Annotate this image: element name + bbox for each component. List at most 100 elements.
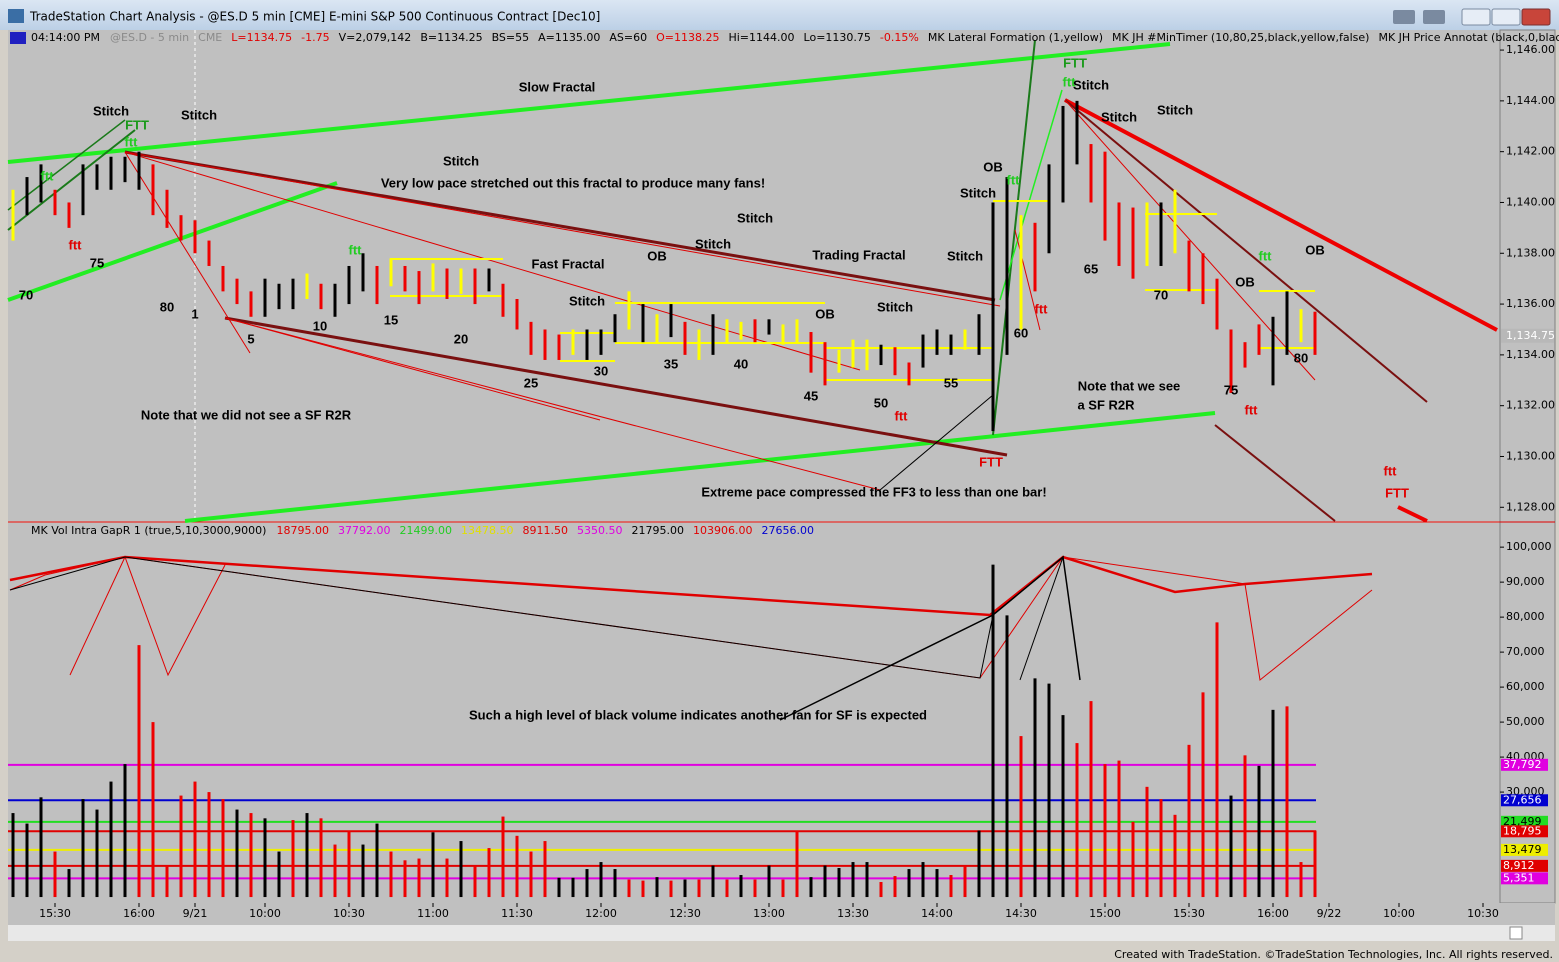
volume-bar	[1299, 862, 1303, 898]
price-bar	[291, 278, 295, 310]
menu-button[interactable]	[1393, 10, 1415, 24]
volume-bar	[277, 851, 281, 898]
price-bar	[837, 349, 841, 373]
volume-bar	[1145, 786, 1149, 898]
price-bar	[935, 329, 939, 355]
price-bar	[109, 156, 113, 190]
price-bar	[1089, 144, 1093, 203]
scroll-thumb[interactable]	[1509, 926, 1523, 940]
app-icon	[8, 9, 24, 23]
volume-bar	[151, 722, 155, 898]
indicator-header: -1.75	[301, 31, 329, 44]
x-tick-label: 12:30	[669, 907, 701, 920]
annotation: OB	[1235, 274, 1255, 289]
annotation: FTT	[125, 117, 149, 132]
annotation: Stitch	[877, 299, 913, 314]
annotation: ftt	[1259, 248, 1273, 263]
price-bar	[249, 291, 253, 317]
price-axis	[1499, 29, 1556, 904]
annotation: 80	[160, 299, 174, 314]
price-bar	[25, 177, 29, 216]
price-bar	[991, 202, 995, 432]
volume-bar	[501, 816, 505, 898]
price-bar	[375, 265, 379, 305]
annotation: Stitch	[569, 293, 605, 308]
volume-bar	[53, 851, 57, 898]
price-bar	[571, 329, 575, 355]
price-bar	[95, 164, 99, 190]
level-label-box	[1501, 872, 1548, 885]
volume-bar	[1061, 715, 1065, 898]
volume-bar	[893, 876, 897, 898]
volume-bar	[641, 880, 645, 898]
indicator-header: O=1138.25	[656, 31, 719, 44]
volume-bar	[193, 781, 197, 898]
annotation: ftt	[41, 168, 55, 183]
volume-bar	[11, 813, 15, 898]
y-tick-label: 1,132.00	[1506, 399, 1555, 412]
price-bar	[333, 283, 337, 317]
volume-bar	[1033, 678, 1037, 898]
annotation: Note that we see	[1078, 378, 1181, 393]
volume-bar	[1285, 706, 1289, 898]
x-tick-label: 15:30	[1173, 907, 1205, 920]
price-bar	[347, 265, 351, 305]
price-bar	[1187, 240, 1191, 292]
x-tick-label: 11:30	[501, 907, 533, 920]
volume-bar	[1257, 765, 1261, 898]
volume-bar	[1187, 744, 1191, 898]
indicator-header: V=2,079,142	[339, 31, 412, 44]
indicator-header: @ES.D - 5 min	[110, 31, 189, 44]
annotation: Stitch	[737, 210, 773, 225]
annotation: a SF R2R	[1077, 397, 1135, 412]
price-bar	[893, 347, 897, 376]
price-bar	[501, 283, 505, 317]
volume-bar	[375, 823, 379, 898]
price-bar	[641, 304, 645, 343]
price-bar	[739, 321, 743, 340]
menu-button[interactable]	[1423, 10, 1445, 24]
annotation: ftt	[1007, 172, 1021, 187]
annotation: Such a high level of black volume indica…	[469, 707, 927, 722]
volume-bar	[333, 844, 337, 898]
volume-bar	[1271, 709, 1275, 898]
minimize-button[interactable]	[1461, 8, 1491, 26]
indicator-header: 21499.00	[399, 524, 452, 537]
price-bar	[1019, 215, 1023, 330]
price-bar	[179, 215, 183, 241]
volume-bar	[613, 869, 617, 898]
price-bar	[277, 283, 281, 310]
volume-bar	[879, 882, 883, 898]
volume-bar	[137, 645, 141, 898]
indicator-header: B=1134.25	[420, 31, 482, 44]
annotation: ftt	[69, 237, 83, 252]
scrollbar[interactable]	[8, 925, 1555, 941]
volume-bar	[1173, 814, 1177, 898]
price-bar	[53, 189, 57, 216]
indicator-header: Hi=1144.00	[728, 31, 794, 44]
x-tick-label: 12:00	[585, 907, 617, 920]
price-bar	[459, 268, 463, 294]
price-bar	[417, 271, 421, 305]
volume-bar	[361, 844, 365, 898]
level-label-box	[1501, 843, 1548, 856]
volume-bar	[1117, 760, 1121, 898]
close-button[interactable]	[1521, 8, 1551, 26]
annotation: FTT	[1385, 485, 1409, 500]
annotation: 25	[524, 375, 538, 390]
price-bar	[1103, 151, 1107, 241]
volume-bar	[571, 877, 575, 898]
volume-bar	[67, 869, 71, 898]
price-bar	[585, 329, 589, 360]
x-tick-label: 13:00	[753, 907, 785, 920]
volume-bar	[207, 792, 211, 898]
annotation: OB	[1305, 242, 1325, 257]
annotation: 20	[454, 331, 468, 346]
annotation: 40	[734, 356, 748, 371]
annotation: Slow Fractal	[519, 79, 596, 94]
volume-bar	[403, 860, 407, 898]
y-tick-label: 80,000	[1506, 610, 1545, 623]
volume-bar	[977, 830, 981, 898]
maximize-button[interactable]	[1491, 8, 1521, 26]
y-tick-label: 1,128.00	[1506, 500, 1555, 513]
